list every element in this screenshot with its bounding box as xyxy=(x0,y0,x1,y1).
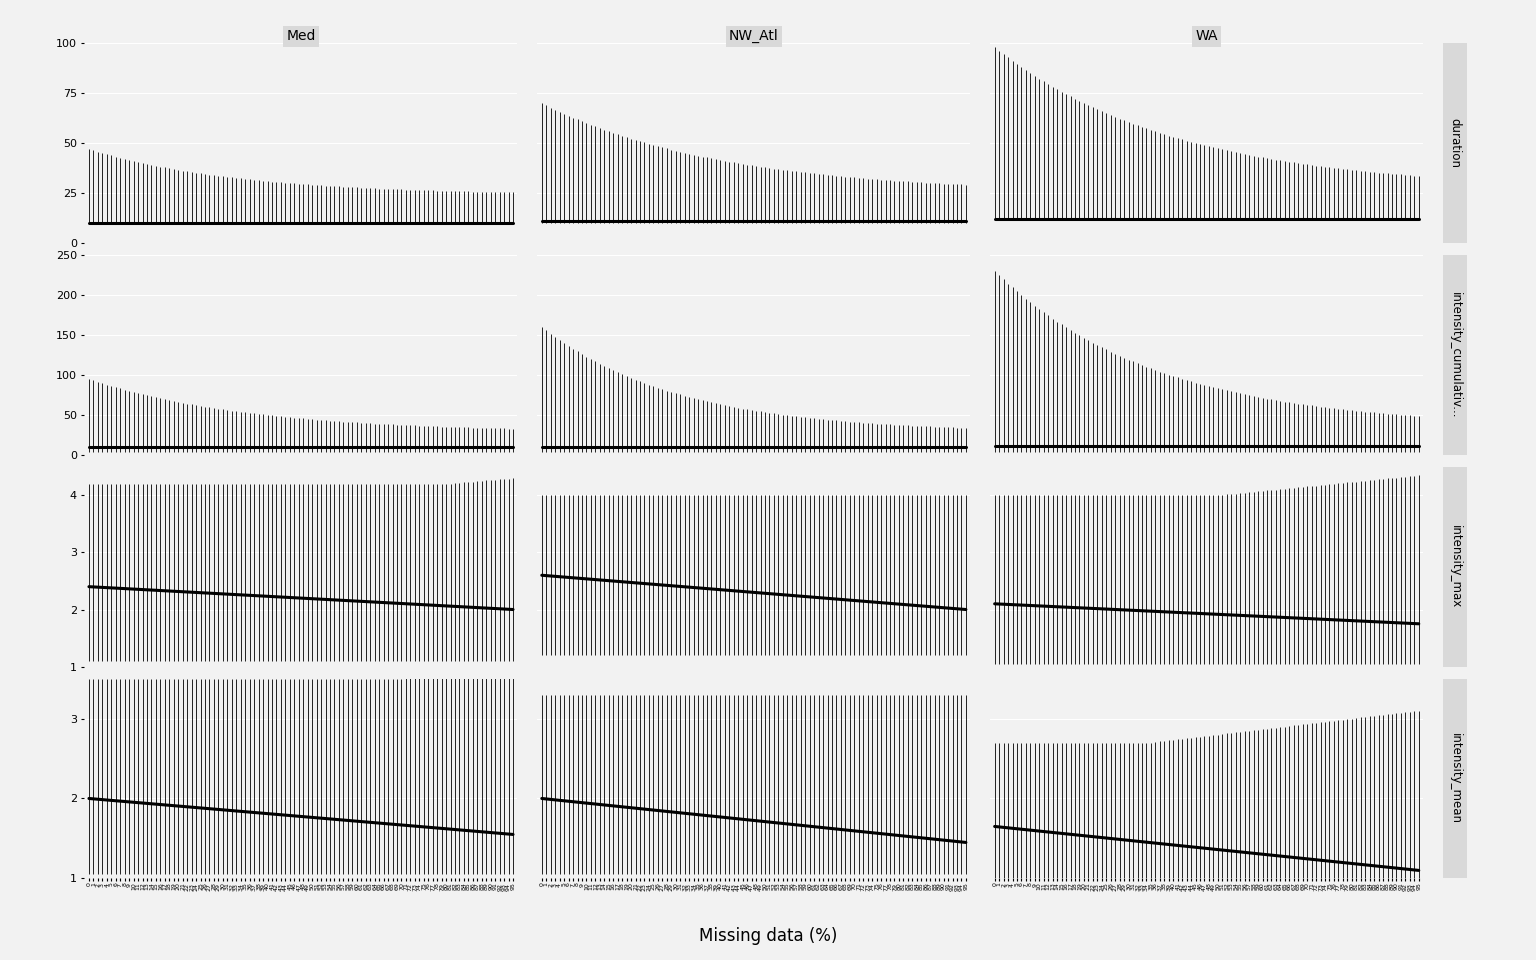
Text: Missing data (%): Missing data (%) xyxy=(699,927,837,945)
Text: duration: duration xyxy=(1448,118,1461,168)
Title: Med: Med xyxy=(286,29,316,43)
Text: intensity_cumulativ...: intensity_cumulativ... xyxy=(1448,292,1461,419)
Title: WA: WA xyxy=(1195,29,1218,43)
Text: intensity_max: intensity_max xyxy=(1448,525,1461,609)
Title: NW_Atl: NW_Atl xyxy=(730,29,779,43)
Text: intensity_mean: intensity_mean xyxy=(1448,733,1461,824)
